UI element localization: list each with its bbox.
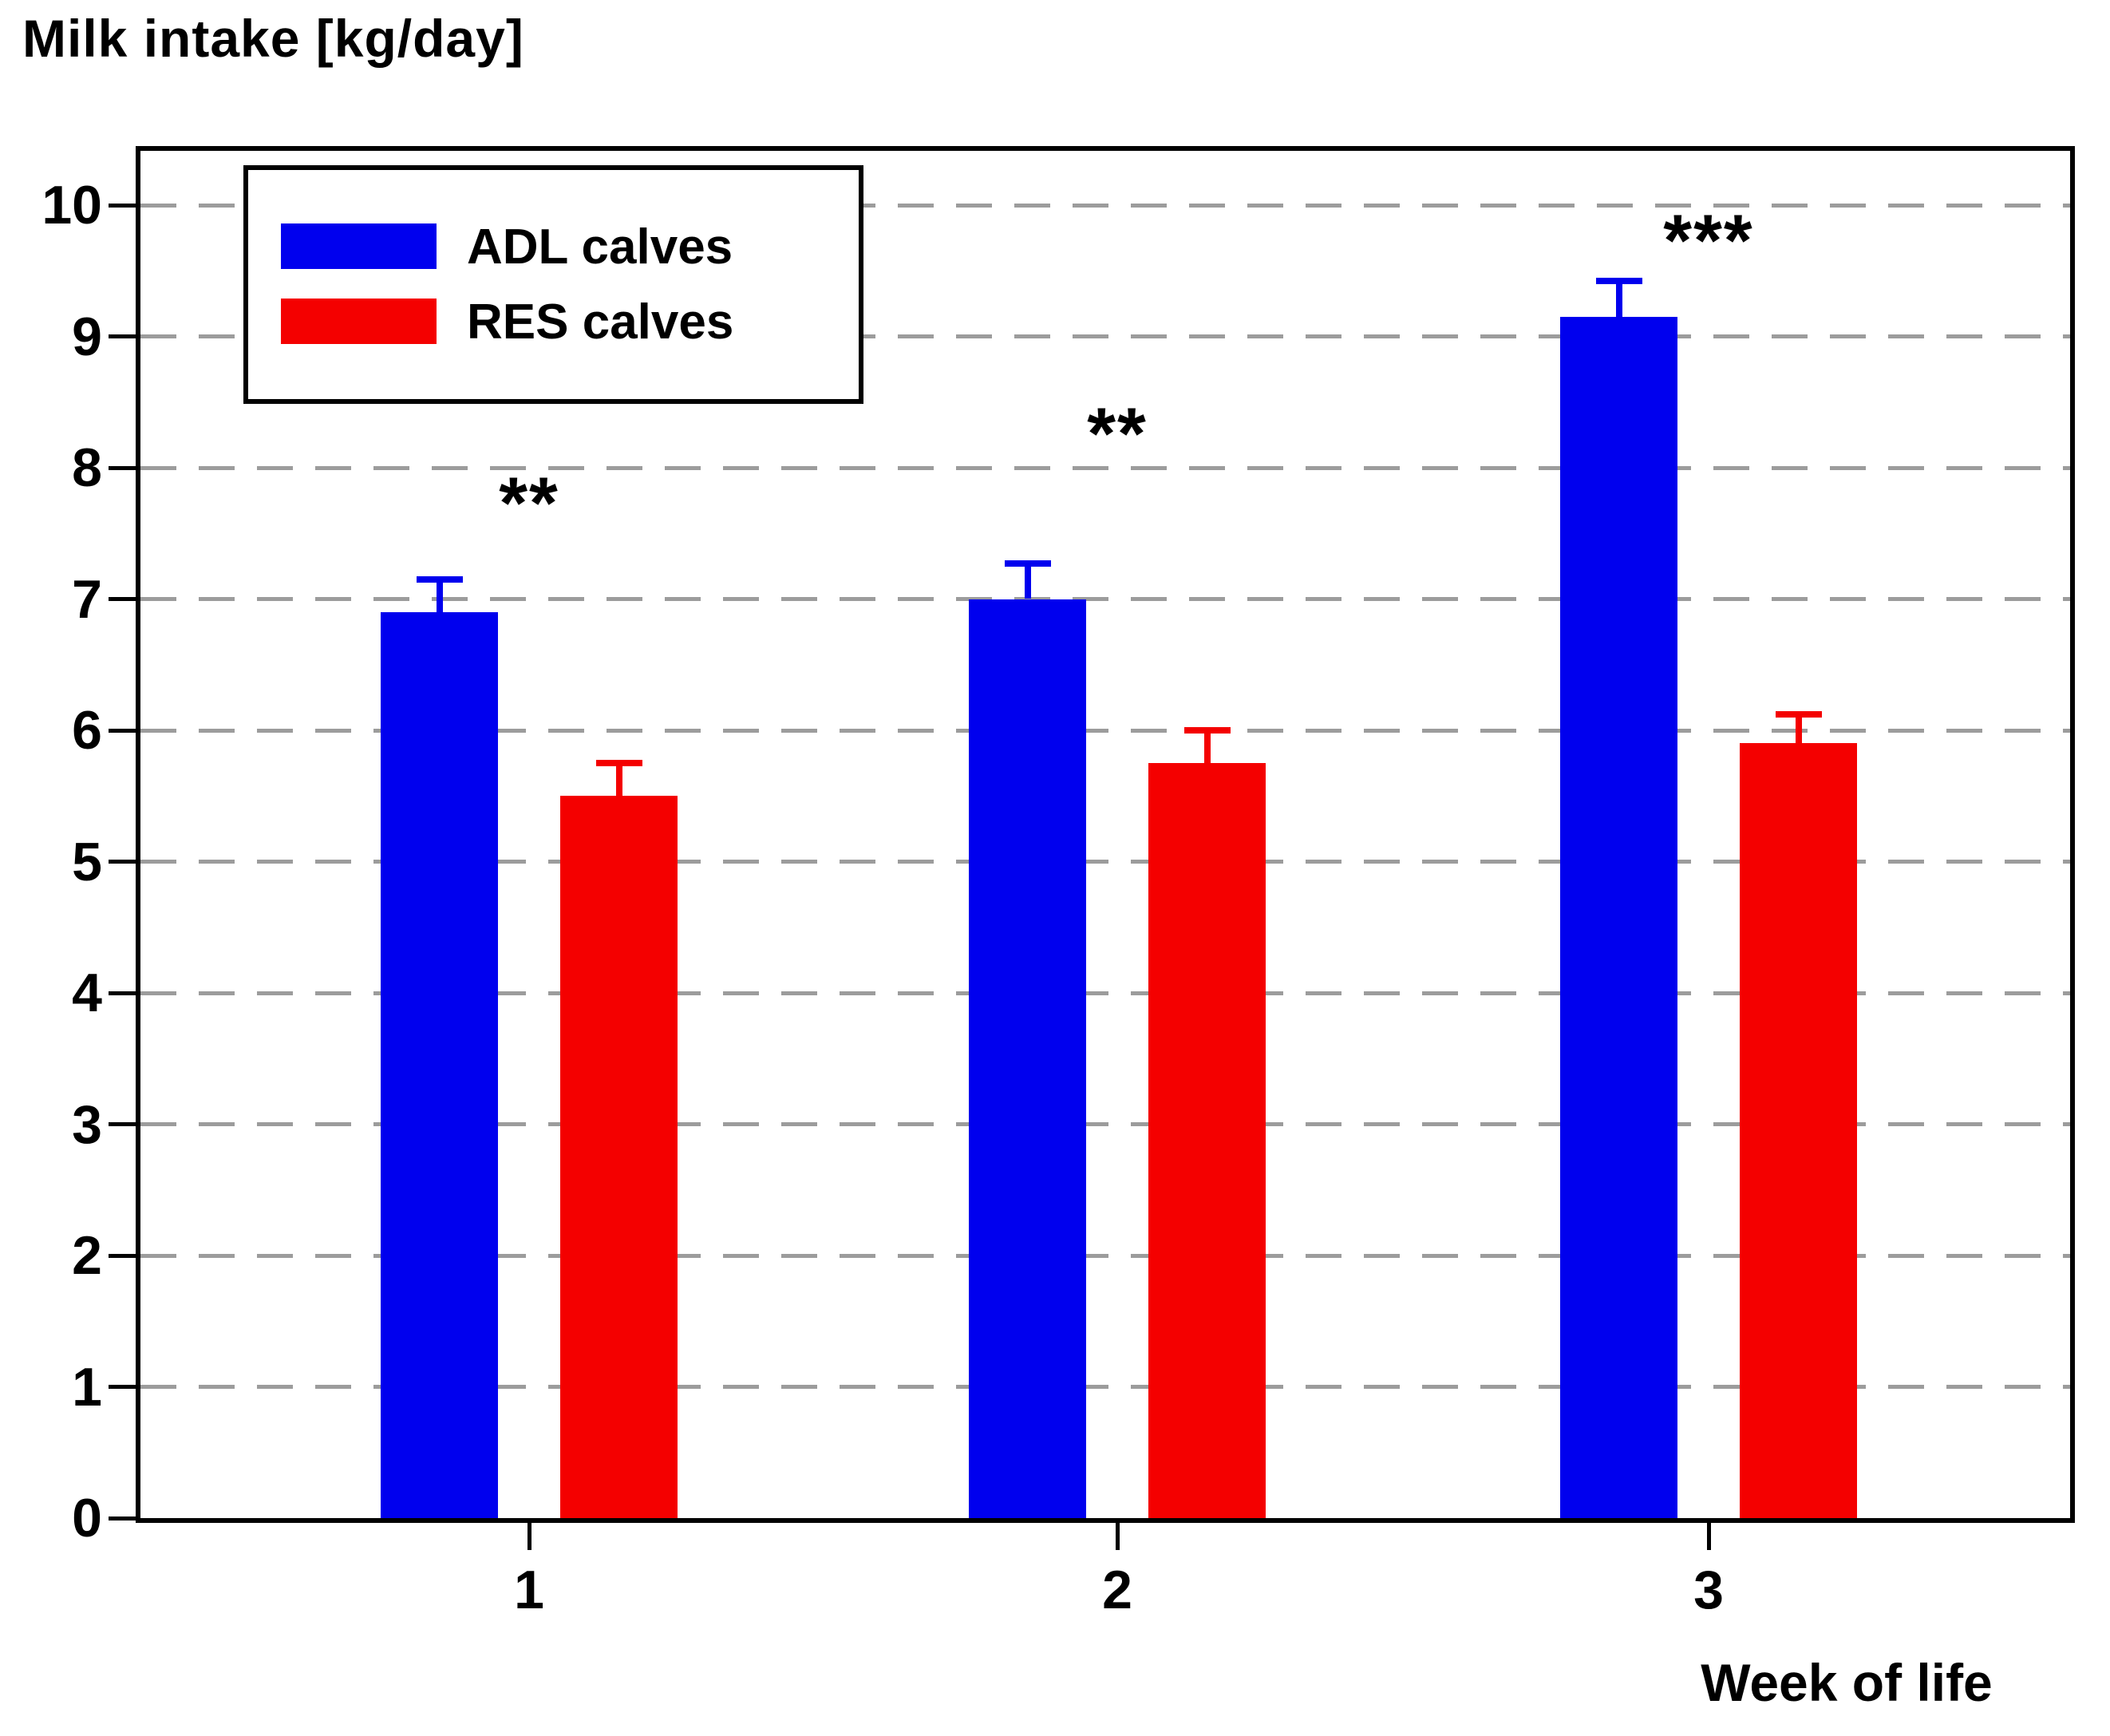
gridline-y7 bbox=[140, 597, 2070, 601]
y-tick-label-9: 9 bbox=[72, 306, 102, 367]
error-bar-stem-adl-week3 bbox=[1615, 281, 1622, 317]
error-bar-stem-res-week2 bbox=[1203, 730, 1211, 764]
error-bar-cap-res-week3 bbox=[1775, 711, 1822, 718]
error-bar-stem-adl-week2 bbox=[1024, 564, 1031, 599]
y-tick-label-1: 1 bbox=[72, 1356, 102, 1418]
y-tick-label-4: 4 bbox=[72, 963, 102, 1023]
bar-adl-week3 bbox=[1560, 316, 1677, 1518]
y-tick-label-5: 5 bbox=[72, 831, 102, 892]
y-tick-label-2: 2 bbox=[72, 1225, 102, 1286]
error-bar-stem-res-week3 bbox=[1795, 714, 1802, 744]
y-tick-label-3: 3 bbox=[72, 1093, 102, 1155]
gridline-y9 bbox=[140, 334, 2070, 338]
error-bar-cap-adl-week2 bbox=[1004, 560, 1051, 567]
y-tick-0 bbox=[109, 1516, 140, 1520]
x-tick-label-week3: 3 bbox=[1693, 1560, 1724, 1620]
legend-swatch-res-calves bbox=[281, 299, 437, 344]
gridline-y1 bbox=[140, 1385, 2070, 1389]
significance-annotation-week2: ** bbox=[1087, 393, 1148, 475]
y-tick-label-6: 6 bbox=[72, 700, 102, 761]
error-bar-stem-res-week1 bbox=[615, 763, 622, 797]
legend: ADL calves RES calves bbox=[243, 165, 863, 404]
chart-title: Milk intake [kg/day] bbox=[22, 9, 524, 68]
x-axis-title: Week of life bbox=[1701, 1653, 1993, 1712]
gridline-y8 bbox=[140, 465, 2070, 470]
y-tick-label-10: 10 bbox=[41, 175, 102, 235]
y-tick-6 bbox=[109, 728, 140, 733]
error-bar-cap-adl-week3 bbox=[1595, 278, 1642, 285]
legend-label-adl-calves: ADL calves bbox=[467, 219, 733, 275]
x-tick-label-week2: 2 bbox=[1102, 1560, 1132, 1620]
error-bar-stem-adl-week1 bbox=[436, 579, 443, 612]
x-tick-week1 bbox=[527, 1523, 531, 1550]
legend-label-res-calves: RES calves bbox=[467, 295, 734, 350]
bar-res-week1 bbox=[560, 796, 678, 1518]
error-bar-cap-res-week2 bbox=[1183, 727, 1231, 734]
y-tick-3 bbox=[109, 1122, 140, 1126]
gridline-y4 bbox=[140, 991, 2070, 995]
y-tick-1 bbox=[109, 1385, 140, 1389]
gridline-y2 bbox=[140, 1253, 2070, 1258]
y-tick-5 bbox=[109, 860, 140, 864]
x-tick-week2 bbox=[1115, 1523, 1120, 1550]
y-tick-label-8: 8 bbox=[72, 437, 102, 498]
bar-adl-week2 bbox=[969, 599, 1086, 1518]
y-tick-4 bbox=[109, 991, 140, 995]
bar-res-week2 bbox=[1148, 763, 1266, 1518]
significance-annotation-week1: ** bbox=[499, 462, 559, 544]
gridline-y10 bbox=[140, 203, 2070, 208]
x-tick-week3 bbox=[1706, 1523, 1711, 1550]
legend-swatch-adl-calves bbox=[281, 223, 437, 269]
error-bar-cap-res-week1 bbox=[595, 760, 642, 767]
y-tick-8 bbox=[109, 465, 140, 470]
y-tick-label-0: 0 bbox=[72, 1488, 102, 1548]
gridline-y3 bbox=[140, 1122, 2070, 1126]
y-tick-10 bbox=[109, 203, 140, 208]
gridline-y6 bbox=[140, 728, 2070, 733]
x-tick-label-week1: 1 bbox=[514, 1560, 544, 1620]
y-tick-9 bbox=[109, 334, 140, 338]
significance-annotation-week3: *** bbox=[1663, 200, 1754, 282]
gridline-y5 bbox=[140, 860, 2070, 864]
bar-adl-week1 bbox=[381, 611, 498, 1518]
y-tick-2 bbox=[109, 1253, 140, 1258]
y-tick-label-7: 7 bbox=[72, 568, 102, 630]
y-tick-7 bbox=[109, 597, 140, 601]
error-bar-cap-adl-week1 bbox=[416, 575, 463, 583]
bar-res-week3 bbox=[1740, 743, 1857, 1518]
